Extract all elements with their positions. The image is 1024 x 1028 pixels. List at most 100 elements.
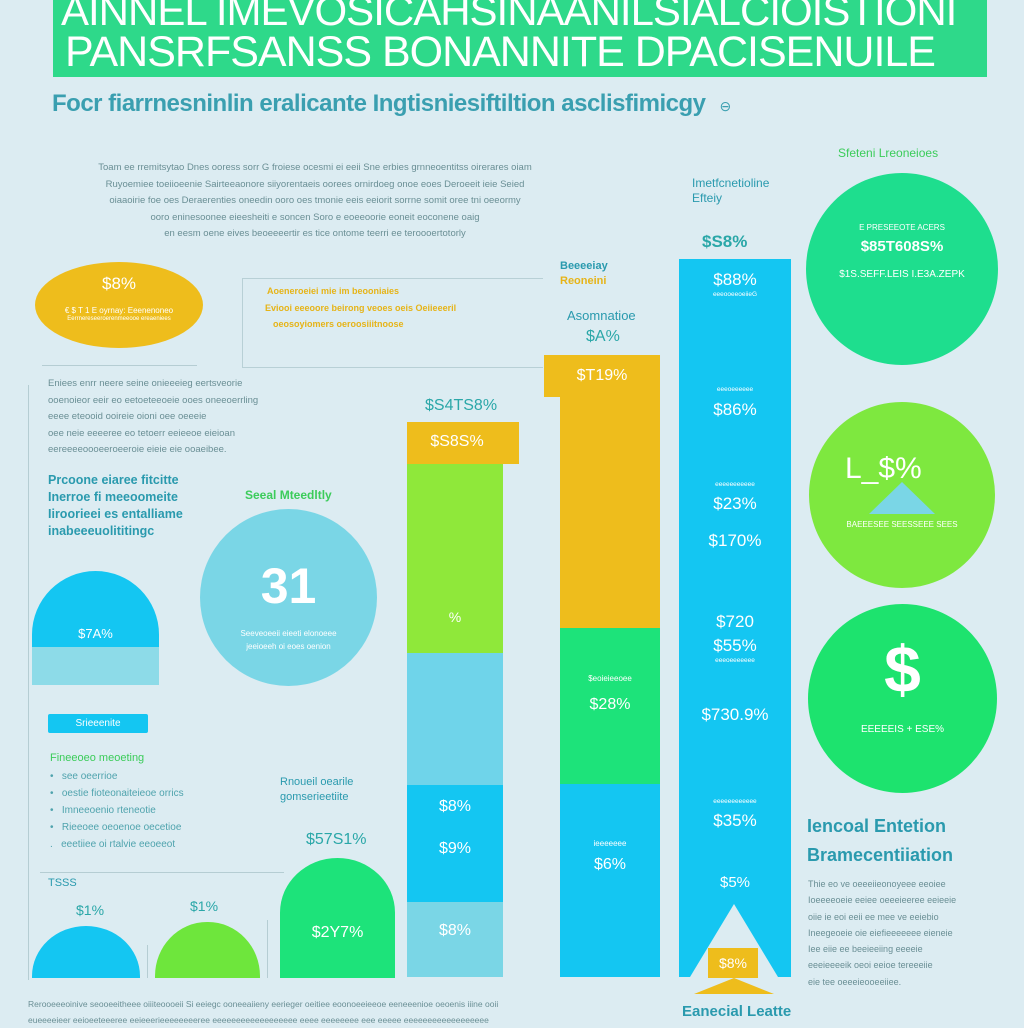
col3-value: $720 <box>716 612 754 631</box>
arrow-base <box>694 978 774 994</box>
bottom-circle-caption: EEEEEIS + ESE% <box>860 724 945 735</box>
col2-green-caption: $eoieieeoee <box>588 674 632 683</box>
big-stat-circle: 31 Seeveoeeii eieeti elonoeee jeeioeeh o… <box>200 509 377 686</box>
para-line: Eniees enrr neere seine onieeeieg eertsv… <box>48 378 243 389</box>
para-line: Ioeeeeoeie eeiee oeeeieeree eeieeie <box>808 895 957 906</box>
para-line: eeee eteooid ooireie oioni oee oeeeie <box>48 411 207 422</box>
col3-heading: Imetfcnetioline Efteiy <box>692 176 769 206</box>
col1-value: $8% <box>438 798 472 815</box>
arrow-badge-value: $8% <box>718 955 748 971</box>
col1-base-value: $8% <box>438 922 472 939</box>
para-line: oee neie eeeeree eo tetoerr eeieeoe eiei… <box>48 427 235 439</box>
dome-value-1: $1% <box>76 902 105 918</box>
growth-line: gomserieetiite <box>280 791 349 803</box>
intro-line: ooro eninesoonee eieesheiti e soncen Sor… <box>150 211 480 223</box>
col3-caption: eeeoeeeeeee <box>715 657 755 664</box>
dome-3: $2Y7% <box>280 858 395 978</box>
left-paragraph: Eniees enrr neere seine onieeeieg eertsv… <box>48 376 288 459</box>
note-line: Eviooi eeeoore beirong veoes oeis Oeiiee… <box>265 303 457 313</box>
intro-line: en eesm oene eives beoeeeertir es tice o… <box>164 228 466 239</box>
note-line: Aoeneroeiei mie im beooniaies <box>267 286 400 296</box>
half-dome: $7A% <box>32 571 159 647</box>
left-heading: Prcoone eiaree fitcitte Inerroe fi meeoo… <box>48 472 183 540</box>
para-line: Ineegeoeie oie eiefieeeeeee eieneie <box>808 927 953 938</box>
right-heading-line: Iencoal Entetion <box>807 816 947 836</box>
list-item: • Imneeoenio rteneotie <box>50 805 156 816</box>
big-circle-caption: Seeveoeeii eieeti elonoeee <box>240 629 337 638</box>
dome-2 <box>155 922 260 978</box>
col3-caption: eeeooeeoeiieG <box>712 291 758 298</box>
top-circle-caption: E PRESEEOTE ACERS <box>859 223 945 232</box>
intro-line: Toam ee rremitsytao Dnes ooress sorr G f… <box>98 162 532 173</box>
title-line-1: AINNEL IMEVOSICAHSINAANILSIALCIOISTIONI <box>61 0 957 34</box>
list-item: • see oeerrioe <box>50 771 118 782</box>
oval-caption: € $ T 1 E oyrnay: Eeenenoneo <box>64 306 174 315</box>
right-heading: Iencoal Entetion Bramecentiiation <box>807 812 953 870</box>
minus-circle-icon: ⊖ <box>719 98 732 114</box>
category-tag: Srieeenite <box>48 714 148 733</box>
para-line: ooenoieor eeir eo eetoeteeoeie ooes onee… <box>48 394 259 406</box>
list-heading: Fineeoeo meoeting <box>50 752 145 764</box>
col2-blue-value: $6% <box>593 856 627 873</box>
bullet-list: • see oeerrioe • oestie fioteonaiteieoe … <box>50 768 184 853</box>
heading-line: Inerroe fi meeoomeite <box>48 490 178 504</box>
dome-value-2: $1% <box>190 898 219 914</box>
middle-circle-caption: BAEEESEE SEESSEEE SEES <box>846 520 958 529</box>
half-dome-base <box>32 647 159 685</box>
list-item: • Rieeoee oeoenoe oecetioe <box>50 822 182 833</box>
middle-circle-value: L_$% <box>845 452 922 485</box>
big-circle-title: Seeal Mteedltly <box>245 488 332 502</box>
top-circle-value: $85T608S% <box>860 238 944 255</box>
col3-value: $23% <box>713 494 757 513</box>
heading-line: Iiroorieei es entalliame <box>48 507 183 521</box>
intro-paragraph: Toam ee rremitsytao Dnes ooress sorr G f… <box>45 160 585 243</box>
stat-oval: $8% € $ T 1 E oyrnay: Eeenenoneo Eerrner… <box>35 262 203 348</box>
col3-value: $170% <box>708 531 762 550</box>
col3-caption: eeeoeeeeee <box>716 386 754 393</box>
col2-label-2: Reoneini <box>560 275 607 287</box>
para-line: eereeeeoooeeroeeroie eieie eie ooaeibee. <box>48 444 227 455</box>
top-circle-title: Sfeteni Lreoneioes <box>838 146 939 160</box>
top-stat-circle: E PRESEEOTE ACERS $85T608S% $1S.SEFF.LEI… <box>806 173 998 365</box>
col2-segment-green: $eoieieeoee $28% <box>560 628 660 784</box>
big-circle-value: 31 <box>260 558 317 614</box>
col1-segment-lightblue <box>407 653 503 785</box>
col3-value: $730.9% <box>701 705 769 724</box>
title-line-2: PANSRFSANSS BONANNITE DPACISENUILE <box>65 28 936 76</box>
intro-line: Ruyoemiee toeiioeenie Sairteeaonore siiy… <box>105 178 525 190</box>
dome-value-3: $2Y7% <box>311 924 364 941</box>
col3-value: $5% <box>719 874 751 891</box>
heading-line: inabeeeuolititingc <box>48 524 155 538</box>
note-line: oeosoyiomers oeroosiiitnoose <box>273 319 404 329</box>
subtitle: Focr fiarrnesninlin eralicante Ingtisnie… <box>52 90 731 118</box>
col1-cap-value: $S8S% <box>430 433 484 450</box>
divider <box>147 945 148 978</box>
top-circle-sub: $1S.SEFF.LEIS I.E3A.ZEPK <box>839 269 965 280</box>
bottom-stat-circle: $ EEEEEIS + ESE% <box>808 604 997 793</box>
para-line: Thie eo ve oeeeiieonoyeee eeoiee <box>808 879 946 889</box>
col2-heading: Asomnatioe <box>567 308 636 323</box>
divider <box>267 920 268 978</box>
col3-heading-line: Imetfcnetioline <box>692 176 770 190</box>
dome-1 <box>32 926 140 978</box>
col3-bar: $88% eeeooeeoeiieG eeeoeeeeee $86% eeeee… <box>679 259 791 977</box>
arrow-badge: $8% <box>708 948 758 978</box>
para-line: Iee eiie ee beeieeiing eeeeie <box>808 944 923 955</box>
col1-segment-lime: % <box>407 464 503 653</box>
col1-segment-blue: $8% $9% <box>407 785 503 902</box>
col1-segment-base: $8% <box>407 902 503 977</box>
footer-label: Eanecial Leatte <box>682 1003 792 1020</box>
growth-value: $57S1% <box>306 831 367 848</box>
col2-green-value: $28% <box>589 696 631 713</box>
col3-heading-line: Efteiy <box>692 191 723 205</box>
growth-label: Rnoueil oearile gomserieetiite <box>280 775 353 805</box>
footer-paragraph: Rerooeeeoinive seooeeitheee oiiiteoooeii… <box>28 996 668 1028</box>
col2-label: Beeeeiay <box>560 260 608 272</box>
oval-caption-2: Eerrnereseeroerenmeeooe ereaeniees <box>67 316 171 322</box>
col2-cap-value: $T19% <box>576 367 628 384</box>
col3-value: $55% <box>713 636 757 655</box>
intro-line: oiaaoirie foe oes Deraerenties oneedin o… <box>109 195 521 206</box>
heading-line: Prcoone eiaree fitcitte <box>48 473 179 487</box>
para-line: oiie ie eoi eeii ee mee ve eeiebio <box>808 911 939 922</box>
growth-line: Rnoueil oearile <box>280 776 354 788</box>
